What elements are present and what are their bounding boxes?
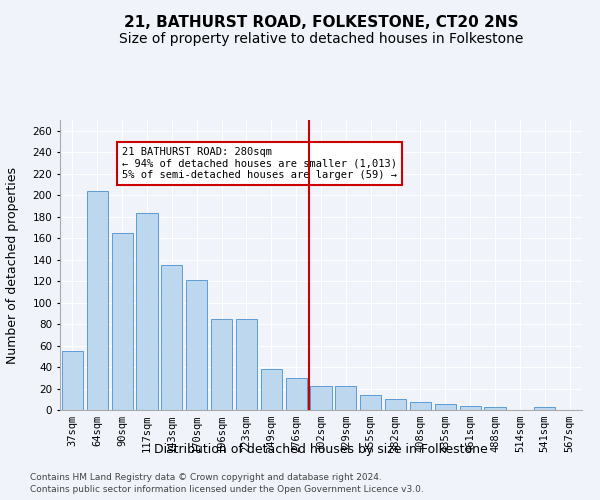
Text: Distribution of detached houses by size in Folkestone: Distribution of detached houses by size … — [154, 442, 488, 456]
Bar — [435, 404, 456, 410]
Bar — [62, 351, 83, 410]
Bar — [286, 378, 307, 410]
Text: Contains public sector information licensed under the Open Government Licence v3: Contains public sector information licen… — [30, 485, 424, 494]
Bar — [410, 402, 431, 410]
Bar — [261, 369, 282, 410]
Text: 21, BATHURST ROAD, FOLKESTONE, CT20 2NS: 21, BATHURST ROAD, FOLKESTONE, CT20 2NS — [124, 15, 518, 30]
Bar — [360, 395, 381, 410]
Bar — [460, 406, 481, 410]
Bar — [161, 265, 182, 410]
Text: Number of detached properties: Number of detached properties — [6, 166, 19, 364]
Bar — [186, 280, 207, 410]
Bar — [211, 318, 232, 410]
Text: Contains HM Land Registry data © Crown copyright and database right 2024.: Contains HM Land Registry data © Crown c… — [30, 472, 382, 482]
Bar — [335, 386, 356, 410]
Text: Size of property relative to detached houses in Folkestone: Size of property relative to detached ho… — [119, 32, 523, 46]
Text: 21 BATHURST ROAD: 280sqm
← 94% of detached houses are smaller (1,013)
5% of semi: 21 BATHURST ROAD: 280sqm ← 94% of detach… — [122, 147, 397, 180]
Bar — [136, 214, 158, 410]
Bar — [484, 407, 506, 410]
Bar — [310, 386, 332, 410]
Bar — [534, 407, 555, 410]
Bar — [385, 400, 406, 410]
Bar — [112, 233, 133, 410]
Bar — [87, 191, 108, 410]
Bar — [236, 318, 257, 410]
